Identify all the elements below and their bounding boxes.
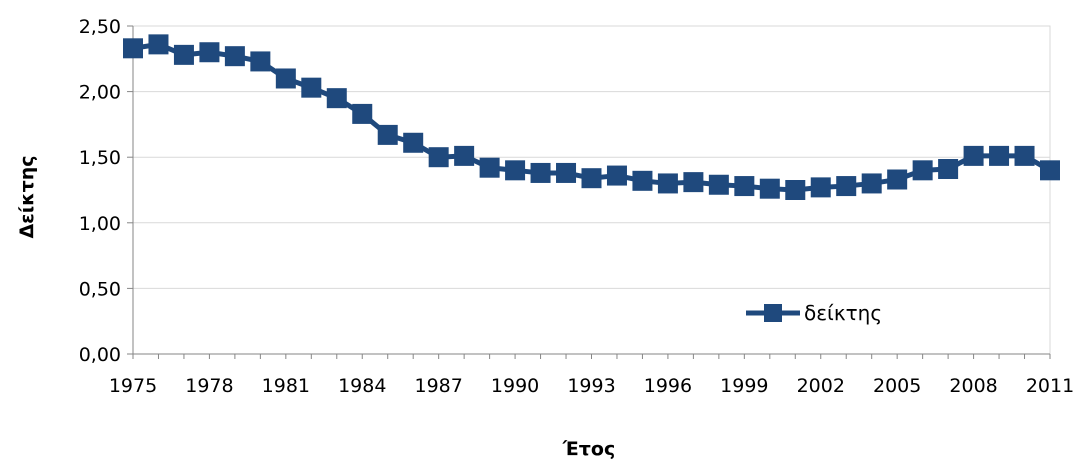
x-tick-label: 2002 bbox=[797, 375, 845, 397]
x-tick-label: 2011 bbox=[1026, 375, 1074, 397]
data-point-marker bbox=[887, 169, 908, 190]
data-point-marker bbox=[428, 147, 449, 168]
data-point-marker bbox=[708, 174, 729, 195]
x-tick-label: 1993 bbox=[567, 375, 615, 397]
data-point-marker bbox=[785, 180, 806, 200]
data-point-marker bbox=[734, 176, 755, 197]
data-point-marker bbox=[683, 172, 704, 193]
data-point-marker bbox=[123, 38, 143, 59]
y-tick-label: 1,50 bbox=[79, 147, 121, 169]
legend-label: δείκτης bbox=[804, 301, 882, 325]
data-point-marker bbox=[479, 157, 500, 178]
x-tick-label: 1981 bbox=[262, 375, 310, 397]
y-tick-label: 0,00 bbox=[79, 344, 121, 366]
plot-area-border bbox=[132, 25, 1051, 355]
y-tick-label: 2,50 bbox=[79, 16, 121, 38]
series-layer bbox=[123, 34, 1060, 200]
data-point-marker bbox=[963, 145, 984, 166]
x-tick-label: 1999 bbox=[720, 375, 768, 397]
data-point-marker bbox=[275, 68, 296, 89]
data-point-marker bbox=[989, 145, 1010, 166]
data-point-marker bbox=[148, 34, 169, 55]
data-point-marker bbox=[657, 173, 678, 194]
data-point-marker bbox=[836, 176, 857, 197]
y-tick-label: 0,50 bbox=[79, 278, 121, 300]
data-point-marker bbox=[606, 165, 627, 186]
data-point-marker bbox=[352, 103, 373, 124]
legend: δείκτης bbox=[746, 301, 882, 325]
data-point-marker bbox=[632, 170, 653, 191]
data-point-marker bbox=[505, 160, 526, 181]
y-axis-title: Δείκτης bbox=[16, 155, 38, 238]
data-point-marker bbox=[301, 77, 322, 98]
x-axis-title: Έτος bbox=[562, 438, 616, 459]
data-point-marker bbox=[530, 162, 551, 183]
data-point-marker bbox=[556, 162, 577, 183]
x-tick-label: 1975 bbox=[109, 375, 157, 397]
data-point-marker bbox=[377, 124, 398, 145]
data-point-marker bbox=[938, 159, 959, 180]
data-point-marker bbox=[1040, 160, 1060, 181]
data-point-marker bbox=[1014, 145, 1035, 166]
x-tick-label: 1987 bbox=[414, 375, 462, 397]
x-tick-label: 1996 bbox=[644, 375, 692, 397]
x-tick-label: 1984 bbox=[338, 375, 386, 397]
legend-marker bbox=[764, 304, 782, 322]
axes bbox=[127, 25, 1051, 359]
x-tick-label: 1978 bbox=[185, 375, 233, 397]
data-point-marker bbox=[250, 51, 271, 72]
data-point-marker bbox=[861, 173, 882, 194]
gridlines bbox=[132, 25, 1051, 355]
data-point-marker bbox=[403, 132, 424, 153]
data-point-marker bbox=[912, 160, 933, 181]
x-tick-label: 2005 bbox=[873, 375, 921, 397]
data-point-marker bbox=[199, 42, 220, 63]
data-point-marker bbox=[581, 168, 602, 189]
y-tick-label: 1,00 bbox=[79, 213, 121, 235]
x-tick-label: 1990 bbox=[491, 375, 539, 397]
x-tick-label: 2008 bbox=[949, 375, 997, 397]
data-point-marker bbox=[759, 178, 780, 199]
data-point-marker bbox=[454, 145, 475, 166]
data-point-marker bbox=[173, 44, 194, 65]
y-tick-labels: 0,00 0,50 1,00 1,50 2,00 2,50 bbox=[79, 16, 121, 366]
x-tick-labels: 1975 1978 1981 1984 1987 1990 1993 1996 1999 2002… bbox=[109, 375, 1074, 397]
data-point-marker bbox=[224, 46, 245, 67]
data-point-marker bbox=[810, 177, 831, 198]
series-line bbox=[132, 41, 1052, 193]
data-point-marker bbox=[326, 88, 347, 109]
y-tick-label: 2,00 bbox=[79, 82, 121, 104]
